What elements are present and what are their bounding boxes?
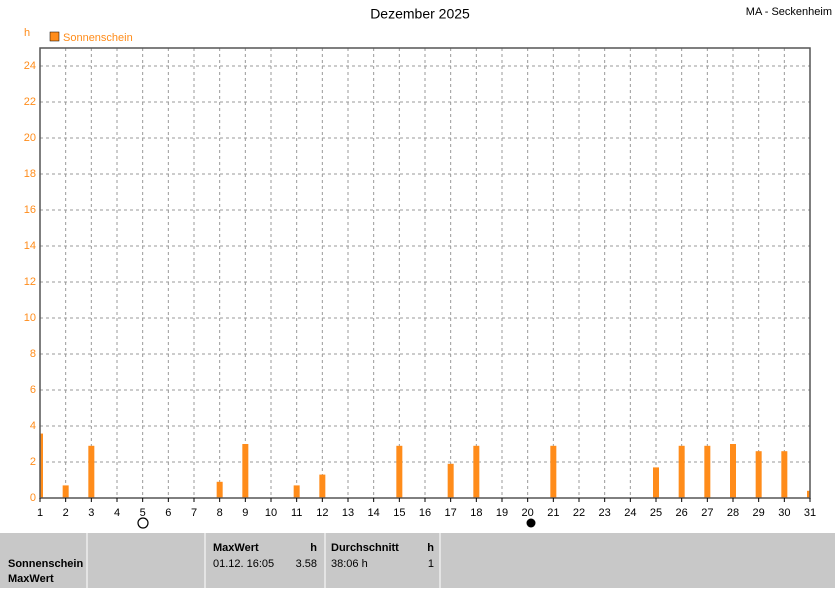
x-tick-label: 3 <box>88 507 94 519</box>
y-axis-label: h <box>24 27 30 39</box>
x-tick-label: 26 <box>676 507 688 519</box>
y-tick-label: 12 <box>24 276 36 288</box>
x-tick-label: 2 <box>63 507 69 519</box>
y-tick-label: 8 <box>30 348 36 360</box>
max-time: 01.12. 16:05 <box>213 558 274 570</box>
x-tick-label: 17 <box>445 507 457 519</box>
grid <box>40 48 810 499</box>
x-tick-label: 23 <box>599 507 611 519</box>
y-tick-label: 22 <box>24 96 36 108</box>
bar <box>678 445 685 498</box>
bar <box>62 485 69 498</box>
x-tick-label: 27 <box>701 507 713 519</box>
bar <box>242 444 249 498</box>
x-tick-label: 22 <box>573 507 585 519</box>
bar <box>447 463 454 498</box>
y-tick-label: 10 <box>24 312 36 324</box>
bar <box>704 445 711 498</box>
bar <box>40 433 43 498</box>
x-tick-label: 8 <box>217 507 223 519</box>
bar <box>550 445 557 498</box>
summary-panel <box>0 533 835 588</box>
x-tick-label: 5 <box>140 507 146 519</box>
row-label: MaxWert <box>8 573 54 585</box>
x-tick-label: 13 <box>342 507 354 519</box>
x-tick-label: 15 <box>393 507 405 519</box>
x-tick-label: 19 <box>496 507 508 519</box>
y-tick-label: 6 <box>30 384 36 396</box>
avg-value: 38:06 h <box>331 558 368 570</box>
x-tick-label: 7 <box>191 507 197 519</box>
avg-unit: h <box>427 542 434 554</box>
x-tick-label: 12 <box>316 507 328 519</box>
x-tick-label: 16 <box>419 507 431 519</box>
avg-count: 1 <box>428 558 434 570</box>
y-tick-label: 18 <box>24 168 36 180</box>
x-tick-label: 18 <box>470 507 482 519</box>
full-moon-icon <box>137 517 149 529</box>
bar <box>730 444 736 498</box>
x-tick-label: 1 <box>37 507 43 519</box>
y-tick-label: 20 <box>24 132 36 144</box>
x-tick-label: 28 <box>727 507 739 519</box>
x-tick-label: 29 <box>753 507 765 519</box>
chart-title: Dezember 2025 <box>370 6 470 22</box>
x-tick-label: 25 <box>650 507 662 519</box>
legend-swatch <box>49 31 60 42</box>
bar <box>88 445 95 498</box>
row-label: Sonnenschein <box>8 558 83 570</box>
max-value: 3.58 <box>296 558 317 570</box>
max-unit: h <box>310 542 317 554</box>
x-tick-label: 11 <box>291 507 302 519</box>
bar <box>319 474 326 498</box>
x-tick-label: 9 <box>242 507 248 519</box>
y-tick-label: 14 <box>24 240 36 252</box>
x-tick-label: 6 <box>165 507 171 519</box>
bar <box>473 445 480 498</box>
x-tick-label: 4 <box>114 507 120 519</box>
avg-title: Durchschnitt <box>331 542 399 554</box>
new-moon-icon <box>526 518 536 528</box>
legend-label: Sonnenschein <box>63 32 133 44</box>
y-tick-label: 24 <box>24 60 36 72</box>
x-tick-label: 24 <box>624 507 636 519</box>
x-tick-label: 14 <box>368 507 380 519</box>
y-tick-label: 0 <box>30 492 36 504</box>
y-tick-label: 2 <box>30 456 36 468</box>
bars <box>40 433 810 498</box>
bar <box>807 490 810 498</box>
max-title: MaxWert <box>213 542 259 554</box>
y-tick-label: 16 <box>24 204 36 216</box>
bar <box>216 481 223 498</box>
x-tick-label: 10 <box>265 507 277 519</box>
bar <box>755 451 762 498</box>
x-tick-label: 31 <box>804 507 816 519</box>
x-tick-label: 21 <box>547 507 559 519</box>
bar <box>293 485 300 498</box>
bar <box>781 451 788 498</box>
bar <box>653 467 659 498</box>
x-tick-label: 30 <box>778 507 790 519</box>
y-tick-label: 4 <box>30 420 36 432</box>
station: MA - Seckenheim <box>746 6 832 18</box>
bar <box>396 445 403 498</box>
x-tick-label: 20 <box>522 507 534 519</box>
